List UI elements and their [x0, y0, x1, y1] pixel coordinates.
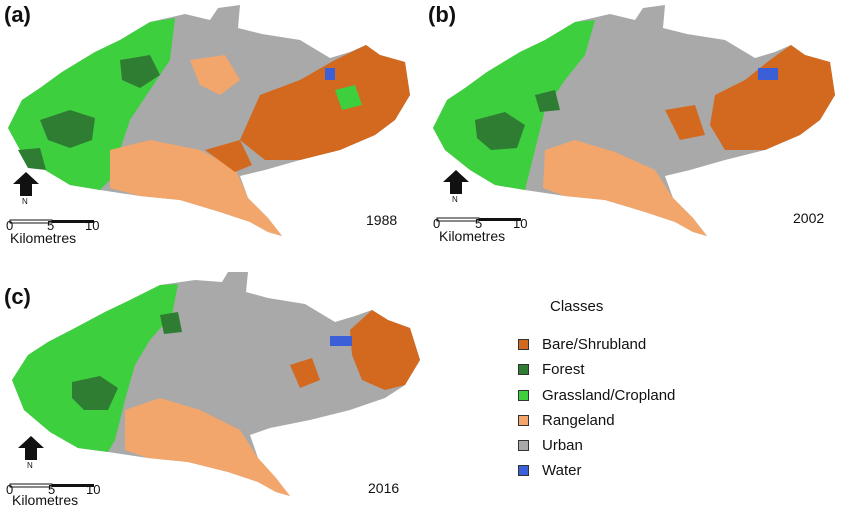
- land-cover-map-2002: [433, 5, 835, 236]
- scale-tick-10: 10: [85, 218, 100, 233]
- legend-item-rangeland: Rangeland: [518, 410, 615, 430]
- north-arrow-icon: [13, 172, 39, 196]
- scale-bar: [9, 483, 94, 488]
- scale-tick-10: 10: [86, 482, 101, 497]
- scale-tick-0: 0: [6, 482, 14, 497]
- north-letter: N: [452, 195, 458, 204]
- scale-bar: [9, 219, 94, 224]
- legend-label: Rangeland: [542, 411, 615, 429]
- legend-item-bare-shrubland: Bare/Shrubland: [518, 334, 646, 354]
- year-label-1988: 1988: [366, 212, 398, 228]
- legend-label: Forest: [542, 360, 585, 378]
- scale-tick-0: 0: [433, 216, 441, 231]
- scale-unit: Kilometres: [439, 228, 506, 244]
- year-label-2002: 2002: [793, 210, 825, 226]
- legend-item-forest: Forest: [518, 359, 585, 379]
- scale-tick-5: 5: [48, 482, 56, 497]
- scale-bar: [436, 217, 521, 222]
- legend-swatch: [518, 414, 529, 426]
- land-cover-map-1988: [8, 5, 410, 236]
- panel-label-b: (b): [428, 2, 457, 27]
- scale-tick-5: 5: [47, 218, 55, 233]
- map-panel-c: (c) N 0 5 10 Kilometres 2016: [0, 270, 420, 510]
- legend-label: Urban: [542, 436, 583, 454]
- scale-unit: Kilometres: [12, 492, 79, 508]
- legend-swatch: [518, 363, 529, 375]
- north-letter: N: [27, 461, 33, 470]
- legend-label: Grassland/Cropland: [542, 386, 676, 404]
- year-label-2016: 2016: [368, 480, 400, 496]
- north-arrow-icon: [18, 436, 44, 460]
- scale-tick-5: 5: [475, 216, 483, 231]
- legend-label: Bare/Shrubland: [542, 335, 647, 353]
- scale-tick-10: 10: [513, 216, 528, 231]
- north-letter: N: [22, 197, 28, 206]
- panel-label-c: (c): [4, 284, 31, 309]
- legend-swatch: [518, 439, 529, 451]
- north-arrow-icon: [443, 170, 469, 194]
- panel-label-a: (a): [4, 2, 31, 27]
- map-panel-b: (b) N 0 5 10 Kilometres 2002: [425, 0, 850, 255]
- legend-label: Water: [542, 461, 582, 479]
- scale-unit: Kilometres: [10, 230, 77, 246]
- legend-item-water: Water: [518, 460, 581, 480]
- legend-item-grassland-cropland: Grassland/Cropland: [518, 385, 675, 405]
- legend-title: Classes: [550, 298, 604, 315]
- legend-swatch: [518, 338, 529, 350]
- map-panel-a: (a) N 0 5 10 Kilometres 1988: [0, 0, 420, 255]
- legend-item-urban: Urban: [518, 435, 583, 455]
- land-cover-map-2016: [12, 272, 420, 496]
- scale-tick-0: 0: [6, 218, 14, 233]
- legend-swatch: [518, 464, 529, 476]
- legend-swatch: [518, 389, 529, 401]
